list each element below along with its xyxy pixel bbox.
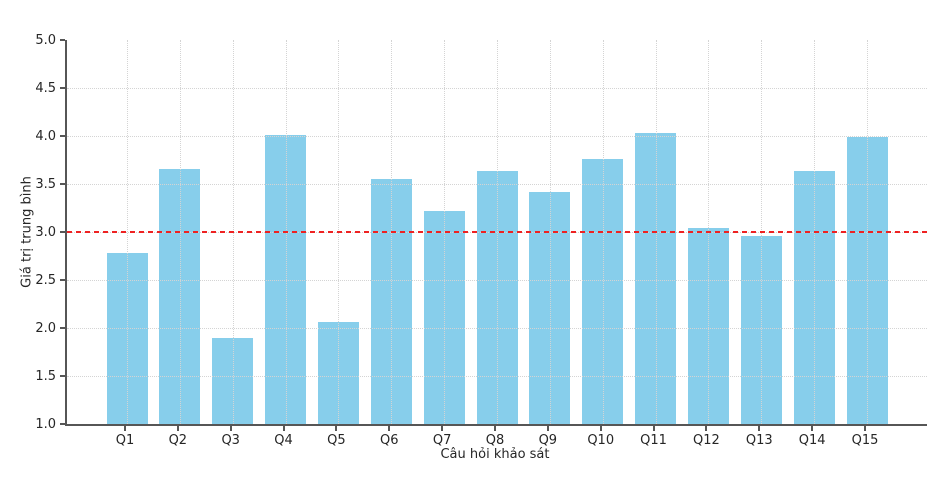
y-tick-label-2.0: 2.0 [35,320,56,336]
x-tick-label-Q12: Q12 [693,433,720,448]
x-tick-mark-Q7 [441,426,444,431]
y-tick-mark-3.5 [60,183,65,185]
x-tick-label-Q8: Q8 [485,433,505,448]
x-tick-label-Q4: Q4 [274,433,293,448]
x-tick-mark-Q12 [705,426,708,431]
y-tick-mark-1.0 [60,423,65,425]
y-tick-label-1.5: 1.5 [35,368,56,384]
x-tick-mark-Q4 [282,426,285,431]
y-tick-mark-5.0 [60,39,65,41]
x-tick-label-Q7: Q7 [432,433,452,448]
x-tick-mark-Q3 [229,426,232,431]
reference-line [67,231,927,233]
x-tick-label-Q6: Q6 [380,433,399,448]
x-axis-label: Câu hỏi khảo sát [440,447,550,462]
x-tick-mark-Q10 [599,426,602,431]
y-tick-mark-4.5 [60,87,65,89]
x-tick-label-Q15: Q15 [851,433,879,448]
plot-area [65,40,927,426]
x-tick-mark-Q9 [546,426,549,431]
x-tick-label-Q13: Q13 [745,433,773,448]
x-tick-mark-Q8 [494,426,496,431]
y-tick-label-4.0: 4.0 [35,128,56,144]
x-tick-mark-Q11 [652,426,655,431]
x-tick-label-Q11: Q11 [640,433,667,448]
x-tick-mark-Q6 [388,426,391,431]
y-tick-mark-3.0 [60,231,65,233]
x-tick-label-Q3: Q3 [221,433,240,448]
x-tick-label-Q5: Q5 [327,433,346,448]
x-tick-mark-Q14 [811,426,814,431]
x-tick-mark-Q15 [864,426,866,431]
x-tick-label-Q1: Q1 [115,433,135,448]
y-tick-label-5.0: 5.0 [35,32,56,48]
x-tick-mark-Q5 [335,426,338,431]
y-tick-mark-1.5 [60,375,65,377]
x-tick-label-Q10: Q10 [587,433,615,448]
x-tick-mark-Q2 [176,426,179,431]
y-tick-label-4.5: 4.5 [35,80,56,96]
x-tick-mark-Q1 [124,426,126,431]
y-tick-label-2.5: 2.5 [35,272,56,288]
y-tick-label-3.5: 3.5 [35,176,56,192]
x-tick-label-Q2: Q2 [168,433,188,448]
y-tick-label-1.0: 1.0 [35,416,56,432]
y-tick-mark-2.0 [60,327,65,329]
y-tick-mark-2.5 [60,279,65,281]
y-tick-mark-4.0 [60,135,65,137]
x-tick-label-Q9: Q9 [538,433,558,448]
x-tick-mark-Q13 [758,426,761,431]
y-tick-label-3.0: 3.0 [35,224,56,240]
y-axis-label: Giá trị trung bình [19,176,35,288]
x-tick-label-Q14: Q14 [798,433,826,448]
